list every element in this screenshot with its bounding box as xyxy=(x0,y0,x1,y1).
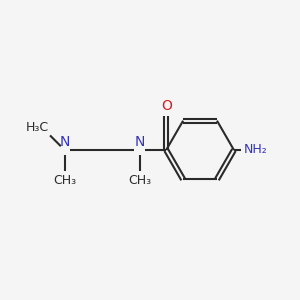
Text: CH₃: CH₃ xyxy=(128,174,151,187)
Text: N: N xyxy=(59,134,70,148)
Text: O: O xyxy=(161,99,172,112)
Text: N: N xyxy=(134,134,145,148)
Text: NH₂: NH₂ xyxy=(243,143,267,157)
Text: CH₃: CH₃ xyxy=(53,174,76,187)
Text: H₃C: H₃C xyxy=(26,121,49,134)
